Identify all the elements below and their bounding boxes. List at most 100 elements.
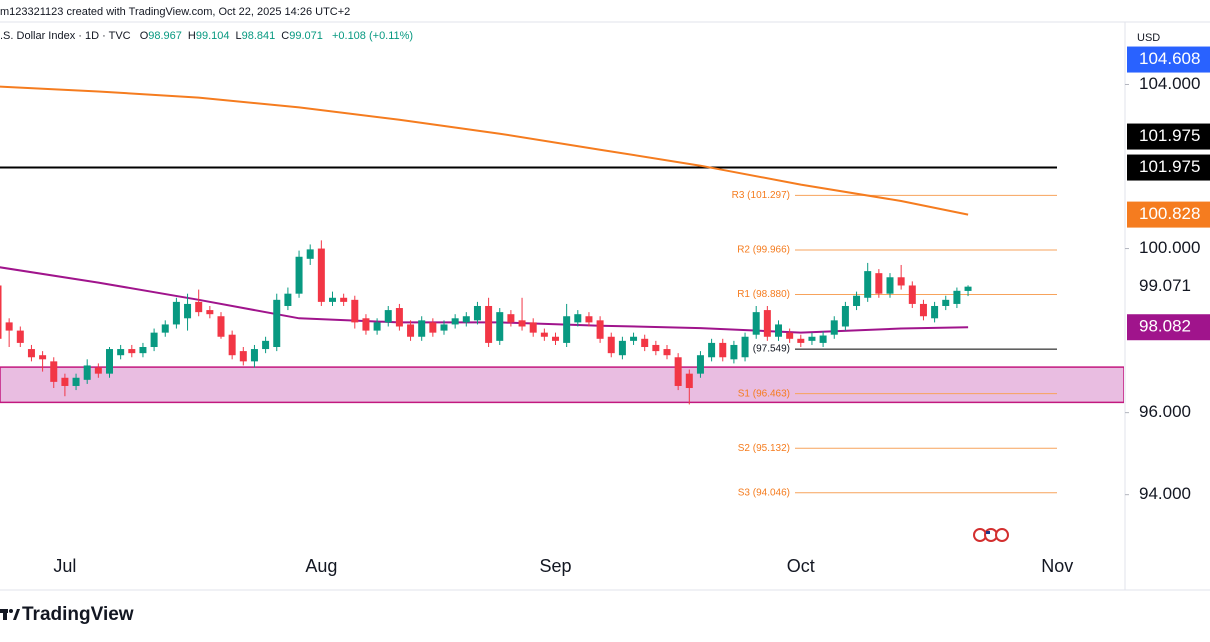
candle-body <box>752 312 760 335</box>
symbol-legend: .S. Dollar Index · 1D · TVC O98.967 H99.1… <box>0 30 419 42</box>
candle-body <box>5 322 13 331</box>
candle-body <box>117 349 125 356</box>
ohlc-value: 99.071 <box>289 30 323 42</box>
candle-body <box>730 344 738 360</box>
candle-body <box>72 377 80 386</box>
candle-body <box>407 324 415 337</box>
plot-area: R3 (101.297) R2 (99.966) R1 (98.880) (97.54… <box>0 85 1124 498</box>
price-label: 101.975 <box>1139 157 1200 176</box>
price-label: 100.828 <box>1139 204 1200 223</box>
candle-body <box>429 322 437 333</box>
candle-body <box>875 273 883 294</box>
candle-body <box>295 256 303 294</box>
candle-body <box>128 349 136 354</box>
candle-body <box>607 336 615 354</box>
x-tick-label: Aug <box>305 556 337 576</box>
symbol: .S. Dollar Index · 1D · TVC <box>0 30 131 42</box>
candle-body <box>239 351 247 362</box>
candle-body <box>853 295 861 306</box>
candle-body <box>819 335 827 343</box>
price-label-box <box>1127 123 1210 150</box>
change: +0.108 (+0.11%) <box>331 30 414 42</box>
candle-body <box>964 286 972 291</box>
candle-body <box>953 290 961 304</box>
ohlc-values: O98.967 H99.104 L98.841 C99.071 <box>140 30 329 42</box>
candle-body <box>161 324 169 333</box>
pivot-label: S1 (96.463) <box>738 388 790 399</box>
candle-body <box>16 330 24 343</box>
candle-body <box>897 277 905 286</box>
ohlc-key: C <box>281 30 290 42</box>
candle-body <box>919 303 927 317</box>
candle-body <box>83 365 91 380</box>
candle-body <box>630 336 638 341</box>
candle-body <box>540 332 548 337</box>
logo-part <box>13 609 20 620</box>
ohlc-value: 98.841 <box>241 30 276 42</box>
candle-body <box>763 310 771 337</box>
ohlc-key: O <box>139 30 149 42</box>
support-zone <box>0 366 1124 404</box>
candle-body <box>317 248 325 302</box>
candle-body <box>462 316 470 323</box>
candle-body <box>473 305 481 321</box>
pivot-label: S2 (95.132) <box>738 443 790 454</box>
candle-body <box>529 322 537 333</box>
candle-body <box>384 310 392 323</box>
x-tick-label: Jul <box>53 556 76 576</box>
moving-average <box>0 266 969 334</box>
y-tick-label: 94.000 <box>1139 484 1191 503</box>
candle-body <box>775 324 782 337</box>
brand: TradingView <box>22 604 134 625</box>
y-tick-label: 104.000 <box>1139 74 1200 93</box>
candle-body <box>886 277 894 294</box>
candle-body <box>284 293 292 306</box>
moving-average <box>0 85 969 216</box>
event-flags <box>973 528 1009 542</box>
price-label-box <box>1127 314 1210 341</box>
ohlc-value: 99.104 <box>195 30 230 42</box>
candle-body <box>618 340 626 356</box>
pivot-label: R1 (98.880) <box>737 289 790 300</box>
candle-body <box>228 334 236 356</box>
x-tick-label: Sep <box>539 556 571 576</box>
candle-body <box>61 377 69 386</box>
candle-body <box>451 318 459 325</box>
currency-box <box>1129 28 1169 46</box>
candle-body <box>708 342 716 358</box>
candle-body <box>273 299 281 348</box>
candle-body <box>518 320 526 327</box>
candle-body <box>373 322 381 331</box>
candle-body <box>250 349 258 362</box>
candle-body <box>150 332 158 348</box>
candle-body <box>674 357 682 386</box>
candle-body <box>39 355 47 360</box>
event-flag <box>995 528 1009 542</box>
candle-body <box>663 349 671 356</box>
candle-body <box>841 305 849 327</box>
candle-body <box>0 285 2 339</box>
pivot-label: R3 (101.297) <box>732 190 790 201</box>
candle-body <box>942 299 950 306</box>
candle-body <box>741 336 749 358</box>
pivot-label: R2 (99.966) <box>737 245 790 256</box>
candle-body <box>864 271 872 298</box>
candle-body <box>931 305 939 319</box>
candle-body <box>217 316 225 337</box>
logo-part <box>9 609 13 613</box>
candle-body <box>195 301 203 313</box>
ohlc-value: 98.967 <box>148 30 182 42</box>
candle-body <box>797 338 805 343</box>
candle-body <box>808 336 816 341</box>
candle-body <box>641 338 649 348</box>
y-tick-label: 96.000 <box>1139 402 1191 421</box>
candle-body <box>786 332 794 339</box>
candle-body <box>719 342 727 358</box>
pivot-label: (97.549) <box>753 344 790 355</box>
candle-body <box>685 373 693 389</box>
candle-body <box>596 320 604 339</box>
price-label-box <box>1127 46 1210 73</box>
candle-body <box>696 355 704 374</box>
